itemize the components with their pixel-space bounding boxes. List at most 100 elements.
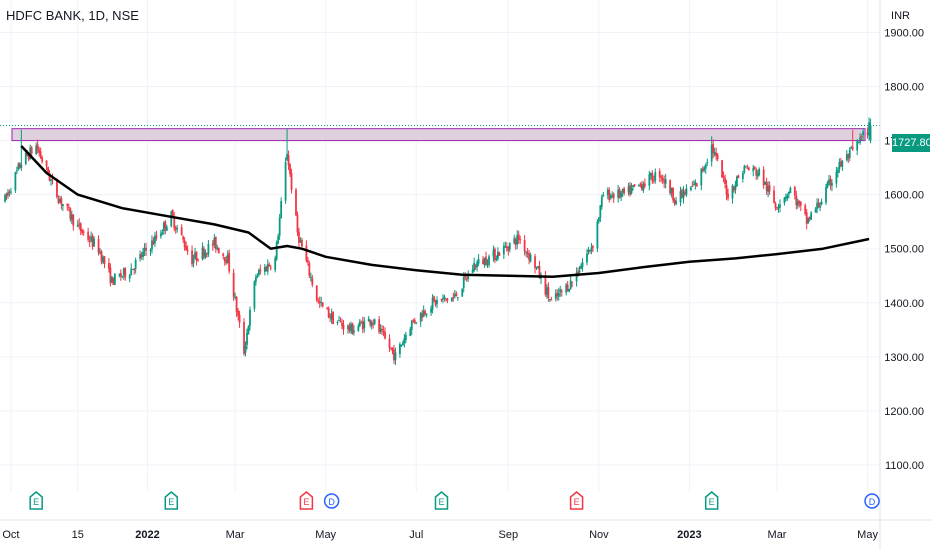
candle-body (133, 269, 136, 271)
candle-body (206, 253, 208, 255)
candle-body (143, 247, 146, 251)
candle-body (326, 307, 329, 309)
candle-body (669, 180, 672, 194)
candle-body (7, 192, 9, 196)
candle-body (722, 176, 725, 178)
earnings-marker[interactable] (164, 491, 179, 510)
earnings-marker[interactable] (704, 491, 719, 510)
candle-body (820, 201, 823, 205)
dividend-marker[interactable] (323, 493, 340, 509)
candle-body (586, 253, 588, 263)
candle-body (768, 185, 771, 192)
candle-body (393, 349, 395, 361)
candle-body (785, 197, 787, 199)
candle-body (633, 184, 636, 187)
x-tick-label: May (315, 529, 336, 541)
candle-body (455, 293, 458, 297)
earnings-marker[interactable] (29, 491, 43, 510)
candle-body (372, 323, 375, 325)
candle-body (578, 270, 581, 273)
candle-body (162, 222, 165, 232)
candle-body (508, 242, 511, 250)
candle-body (710, 144, 713, 162)
candle-body (571, 281, 574, 283)
candle-body (305, 245, 308, 261)
y-tick-label: 1600.00 (884, 190, 924, 202)
candle-body (787, 191, 790, 195)
candle-body (618, 189, 621, 198)
candle-body (247, 326, 250, 335)
candle-body (597, 217, 600, 222)
candle-body (765, 182, 768, 191)
earnings-marker[interactable] (569, 491, 584, 510)
candle-body (789, 187, 792, 193)
candle-body (363, 320, 366, 329)
candle-body (93, 238, 95, 246)
candle-body (122, 268, 125, 275)
candle-body (10, 191, 12, 193)
candle-body (237, 310, 239, 316)
candle-body (399, 344, 401, 354)
candle-body (311, 278, 314, 285)
candle-body (358, 321, 361, 327)
candle-body (226, 254, 229, 264)
candle-body (482, 259, 484, 265)
candle-body (180, 227, 183, 236)
candle-body (45, 160, 48, 166)
candle-body (351, 323, 354, 334)
candle-body (639, 183, 642, 185)
earnings-marker[interactable] (299, 491, 314, 510)
candle-body (57, 198, 60, 203)
candle-body (507, 246, 510, 251)
candle-body (456, 297, 459, 299)
candle-body (721, 160, 723, 178)
candle-body (627, 186, 630, 193)
candle-body (134, 259, 137, 269)
candle-body (810, 212, 813, 220)
candle-body (171, 210, 174, 217)
candle-body (651, 173, 654, 182)
candle-body (338, 320, 340, 322)
candle-body (430, 308, 432, 313)
candle-body (130, 268, 133, 276)
candle-body (165, 226, 168, 231)
candle-body (234, 297, 237, 299)
candle-body (176, 228, 179, 230)
candle-body (681, 189, 683, 197)
candle-body (526, 252, 529, 255)
candle-body (492, 250, 495, 257)
candle-body (360, 322, 363, 324)
candle-body (648, 174, 651, 186)
candle-body (204, 251, 207, 258)
candle-body (452, 296, 455, 298)
candle-body (589, 249, 591, 251)
candle-body (819, 205, 821, 208)
candle-body (370, 322, 373, 326)
candle-body (318, 301, 321, 303)
candle-body (191, 250, 193, 265)
candle-body (643, 183, 646, 186)
candle-body (194, 252, 196, 259)
candle-body (744, 166, 747, 168)
candle-body (425, 314, 428, 316)
candle-body (110, 276, 113, 283)
candle-body (330, 313, 333, 320)
candle-body (433, 296, 435, 301)
candle-body (684, 192, 686, 194)
candle-body (467, 273, 470, 280)
candle-body (446, 298, 449, 301)
earnings-marker[interactable] (434, 491, 449, 510)
candle-body (534, 256, 536, 269)
candle-body (50, 179, 52, 181)
candle-body (211, 243, 214, 246)
candle-body (762, 169, 765, 186)
y-tick-label: 1100.00 (885, 460, 924, 472)
candle-body (538, 265, 541, 278)
candle-body (299, 240, 302, 242)
candle-body (599, 205, 602, 218)
dividend-marker[interactable] (864, 493, 880, 509)
candle-body (862, 131, 865, 136)
candle-body (161, 232, 164, 234)
